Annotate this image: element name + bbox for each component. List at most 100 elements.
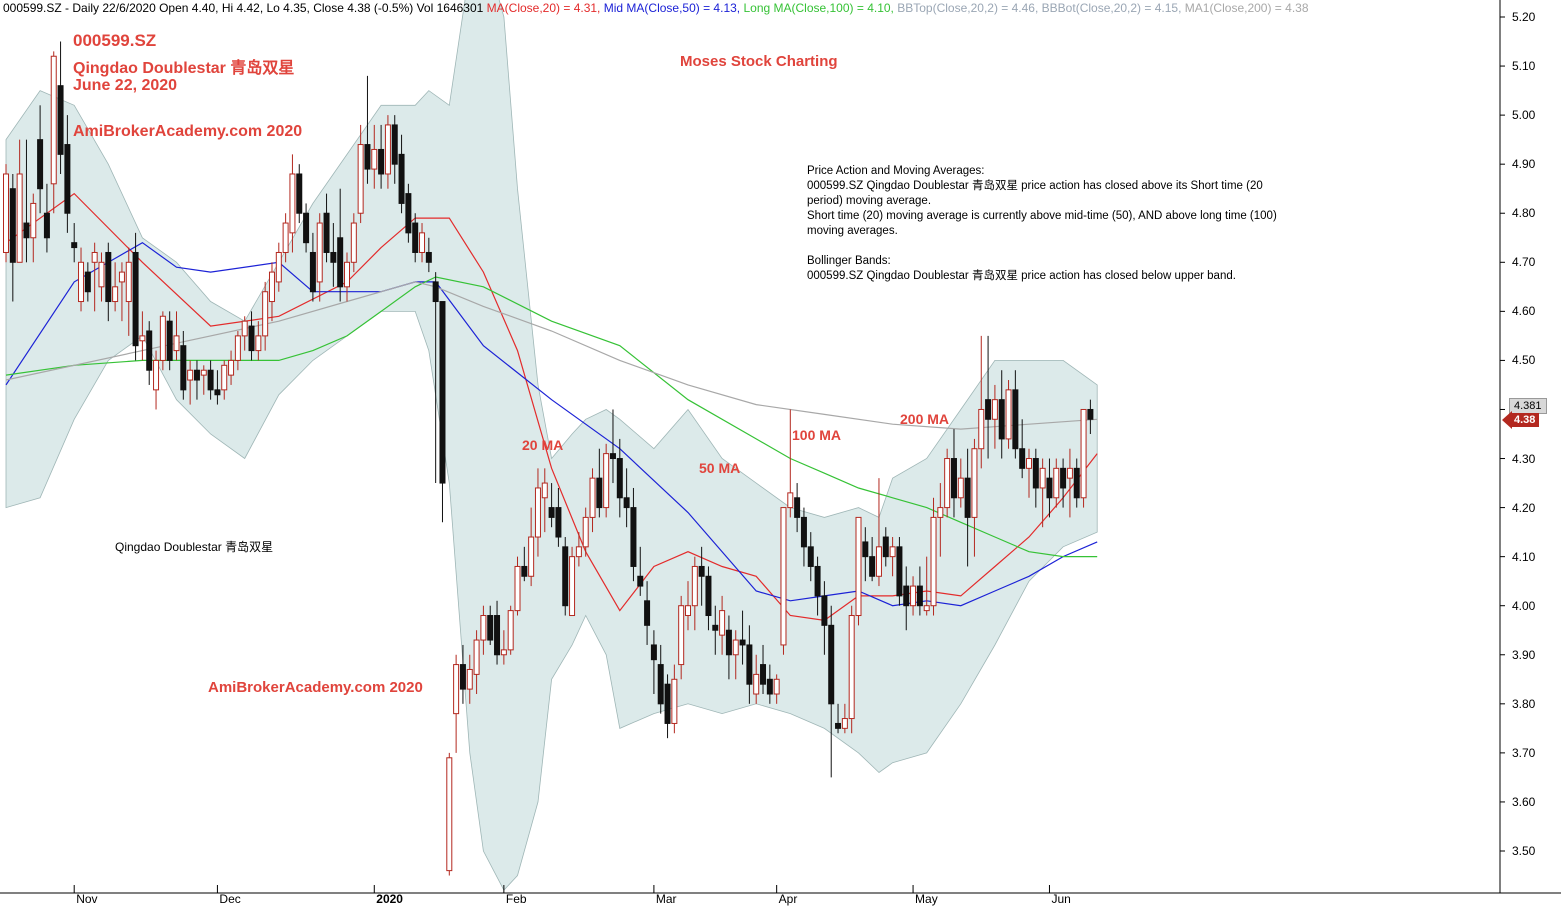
candle-body (944, 458, 951, 509)
candle-body (268, 271, 275, 303)
analysis-notes: Price Action and Moving Averages: 000599… (807, 164, 1277, 284)
close-price-tag: 4.38 (1510, 413, 1540, 427)
candle-body (800, 516, 807, 548)
candle-body (712, 624, 719, 631)
candle-body (698, 565, 705, 577)
note-line: Bollinger Bands: (807, 255, 891, 267)
candle-body (23, 222, 30, 239)
candle-body (725, 629, 732, 656)
candle-body (316, 222, 323, 283)
y-tick-label: 4.10 (1512, 549, 1536, 564)
candle-body (923, 605, 930, 612)
candle-body (705, 575, 712, 617)
candle-body (221, 364, 228, 391)
candle-body (16, 173, 23, 263)
label-50ma: 50 MA (699, 460, 741, 476)
candle-body (105, 251, 112, 303)
y-tick-label: 3.50 (1512, 844, 1536, 858)
candle-body (364, 144, 371, 170)
candle-body (146, 330, 153, 371)
candle-body (118, 271, 125, 283)
candle-body (275, 251, 282, 283)
candle-body (494, 615, 501, 656)
y-tick-label: 3.80 (1512, 696, 1536, 711)
note-line: period) moving average. (807, 195, 932, 207)
candle-body (1019, 448, 1026, 469)
candle-body (228, 359, 235, 376)
candle-body (616, 458, 623, 499)
candle-body (548, 507, 555, 518)
candle-body (350, 222, 357, 263)
candle-body (78, 261, 85, 303)
note-line: 000599.SZ Qingdao Doublestar 青岛双星 price … (807, 270, 1236, 282)
candle-body (753, 673, 760, 695)
ma-line (5, 276, 1098, 558)
label-20ma: 20 MA (522, 437, 564, 453)
candle-body (841, 718, 848, 729)
axis-tick-marks (73, 16, 1505, 893)
candle-body (391, 124, 398, 165)
candle-body (37, 139, 44, 190)
candle-body (473, 639, 480, 675)
candle-body (200, 369, 207, 376)
y-tick-label: 4.50 (1512, 353, 1536, 368)
candle-body (657, 664, 664, 705)
candle-body (916, 585, 923, 607)
candle-body (1026, 458, 1032, 469)
candle-body (296, 173, 303, 214)
candle-body (1080, 408, 1087, 499)
candle-body (637, 575, 644, 587)
candle-body (248, 325, 255, 352)
candle-body (603, 453, 610, 509)
candle-body (855, 516, 862, 617)
candle-body (957, 477, 964, 499)
candle-body (282, 222, 289, 253)
candle-body (139, 335, 146, 342)
candle-body (166, 320, 173, 361)
candle-body (487, 615, 494, 641)
x-tick-label: Mar (655, 892, 677, 906)
candle-body (609, 453, 616, 460)
note-line: 000599.SZ Qingdao Doublestar 青岛双星 price … (807, 180, 1263, 192)
candle-body (937, 507, 944, 518)
candle-body (814, 565, 821, 597)
candle-body (57, 85, 64, 155)
header-ma200: MA1(Close,200) = 4.38 (1184, 1, 1309, 15)
candle-body (234, 335, 241, 361)
chart-header: 000599.SZ - Daily 22/6/2020 Open 4.40, H… (3, 1, 1309, 15)
candle-body (766, 678, 773, 695)
x-tick-label: May (915, 892, 938, 906)
candle-body (446, 757, 453, 872)
candle-body (50, 55, 57, 185)
candle-body (507, 610, 514, 651)
x-tick-label: Jun (1051, 892, 1071, 906)
candle-body (835, 722, 842, 729)
candle-body (98, 261, 105, 288)
date-title: June 22, 2020 (73, 77, 178, 94)
watermark-bottom: AmiBrokerAcademy.com 2020 (208, 679, 423, 696)
candle-body (896, 546, 903, 597)
candle-body (719, 610, 726, 636)
note-line: Price Action and Moving Averages: (807, 165, 985, 177)
candle-body (187, 369, 194, 381)
candle-body (1012, 389, 1019, 450)
bollinger-band (5, 0, 1098, 891)
candle-body (521, 565, 528, 577)
candle-body (569, 556, 576, 617)
header-ma20: MA(Close,20) = 4.31, (486, 1, 601, 15)
candle-body (678, 605, 685, 666)
candle-body (262, 291, 269, 337)
candle-body (71, 242, 78, 249)
ticker-title: 000599.SZ (73, 31, 157, 50)
candle-body (193, 369, 200, 381)
candle-body (1046, 477, 1053, 499)
ma-line (5, 241, 1098, 607)
candle-body (3, 173, 9, 253)
candle-body (821, 595, 828, 626)
y-tick-label: 5.20 (1512, 10, 1536, 24)
candle-body (998, 399, 1005, 440)
candle-body (780, 507, 787, 646)
candle-body (84, 271, 91, 293)
note-line: moving averages. (807, 225, 898, 237)
